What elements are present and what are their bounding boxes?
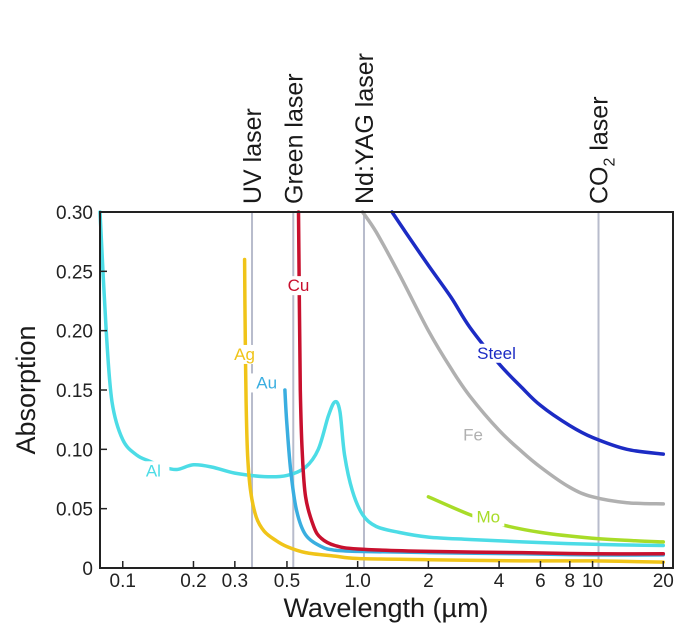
series-line-fe: [360, 210, 666, 506]
y-tick-label: 0.10: [56, 440, 93, 461]
series-label-fe: Fe: [463, 426, 483, 445]
series-label-mo: Mo: [477, 508, 501, 527]
series-label-backdrop-au: [250, 373, 283, 393]
y-tick-label: 0.30: [56, 203, 93, 224]
laser-label-nd-yag-laser: Nd:YAG laser: [351, 53, 379, 204]
series-label-steel: Steel: [477, 344, 516, 363]
x-axis-title: Wavelength (µm): [283, 593, 488, 623]
series-label-au: Au: [256, 373, 277, 392]
series-line-cu: [296, 210, 666, 556]
series-label-backdrop-ag: [228, 344, 261, 364]
x-tick-label: 4: [494, 571, 505, 592]
series-lines: [98, 210, 666, 564]
y-tick-label: 0: [82, 559, 93, 580]
series-label-al: Al: [146, 461, 161, 480]
laser-label-green-laser: Green laser: [280, 73, 308, 204]
series-label-backdrop-cu: [282, 276, 315, 296]
series-label-ag: Ag: [234, 345, 255, 364]
x-tick-label: 2: [423, 571, 434, 592]
x-tick-label: 1.0: [344, 571, 370, 592]
laser-label-subscript: 2: [602, 158, 619, 167]
y-tick-label: 0.25: [56, 262, 93, 283]
x-tick-label: 8: [565, 571, 576, 592]
series-label-backdrop-mo: [472, 507, 505, 527]
laser-label-suffix: laser: [586, 96, 614, 157]
x-tick-label: 0.1: [110, 571, 136, 592]
series-label-cu: Cu: [288, 276, 310, 295]
y-tick-label: 0.05: [56, 500, 93, 521]
series-line-al: [98, 210, 666, 548]
series-label-backdrop-steel: [462, 343, 531, 363]
series-label-backdrop-al: [137, 461, 170, 481]
x-tick-label: 0.3: [222, 571, 248, 592]
y-axis-ticks: 0 0.05 0.10 0.15 0.20 0.25 0.30: [56, 203, 107, 580]
x-axis-ticks: 0.1 0.2 0.3 0.5 1.0 2 4 6 8 10 20: [110, 561, 674, 592]
series-line-mo: [426, 495, 666, 544]
laser-label-co2-laser: CO2 laser: [586, 96, 619, 204]
x-tick-label: 6: [535, 571, 546, 592]
plot-area-frame: [99, 211, 674, 569]
x-tick-label: 0.5: [274, 571, 300, 592]
x-tick-label: 20: [653, 571, 674, 592]
laser-label-uv-laser: UV laser: [239, 108, 267, 204]
x-tick-label: 10: [582, 571, 603, 592]
series-line-steel: [390, 210, 666, 456]
x-tick-label: 0.2: [180, 571, 206, 592]
y-tick-label: 0.20: [56, 322, 93, 343]
series-line-ag: [242, 257, 666, 564]
series-label-backdrop-fe: [457, 425, 490, 445]
y-axis-title: Absorption: [11, 325, 41, 454]
laser-reference-lines: UV laser Green laser Nd:YAG laser CO2 laser: [239, 53, 619, 568]
y-tick-label: 0.15: [56, 381, 93, 402]
